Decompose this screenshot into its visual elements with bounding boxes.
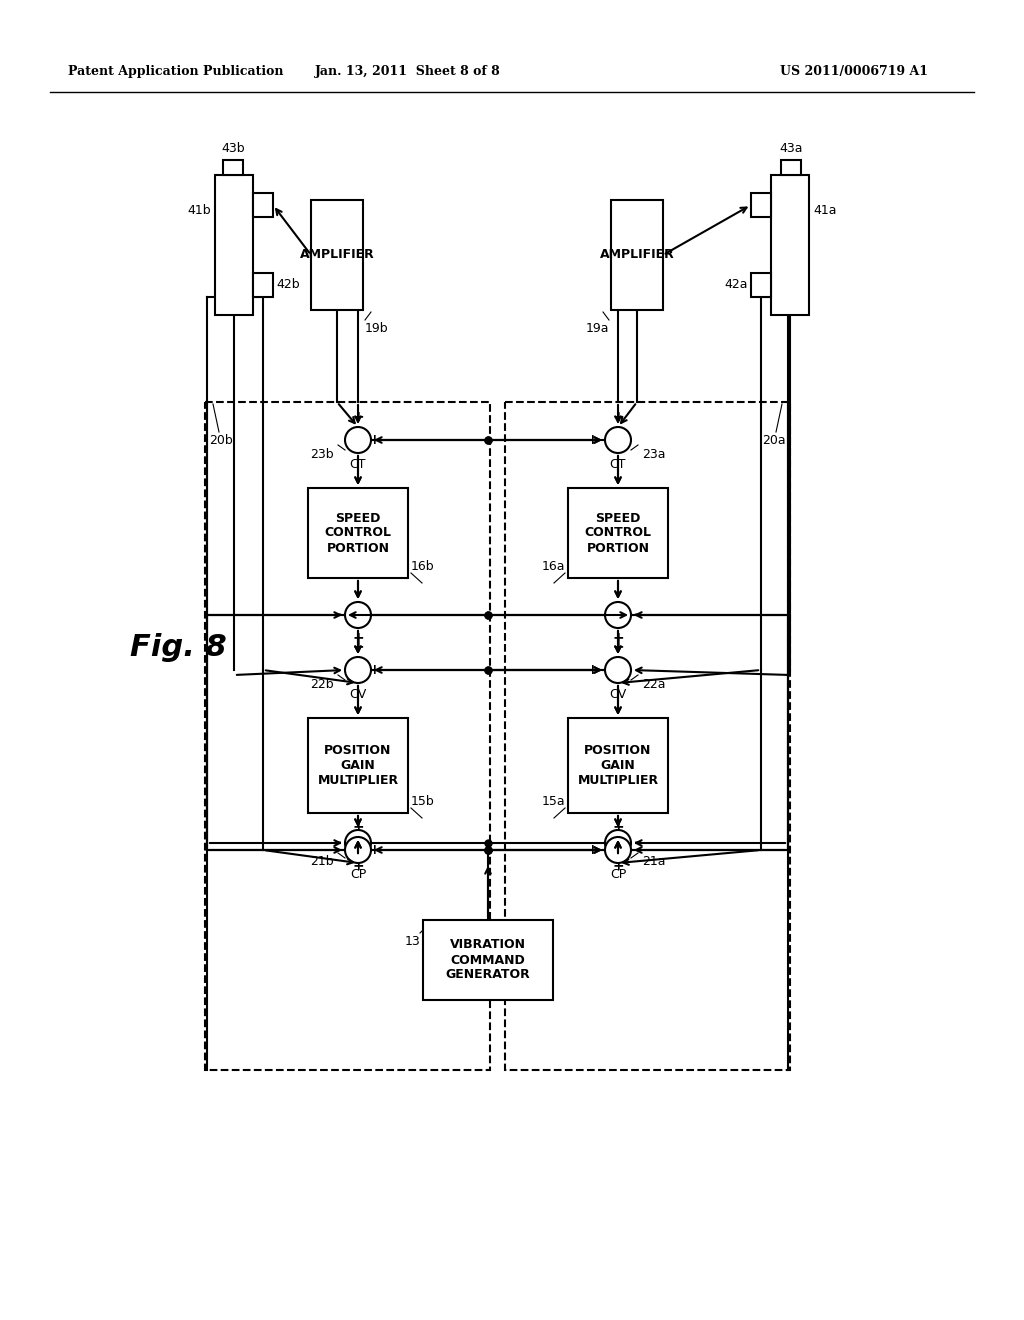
Circle shape: [345, 426, 371, 453]
FancyBboxPatch shape: [311, 201, 362, 310]
Text: POSITION
GAIN
MULTIPLIER: POSITION GAIN MULTIPLIER: [317, 744, 398, 787]
Text: +: +: [612, 859, 624, 873]
Text: CV: CV: [349, 688, 367, 701]
FancyBboxPatch shape: [751, 193, 771, 216]
Text: 16b: 16b: [411, 560, 434, 573]
Text: 41a: 41a: [813, 203, 837, 216]
Circle shape: [605, 426, 631, 453]
Text: +: +: [587, 433, 598, 447]
FancyBboxPatch shape: [781, 160, 801, 176]
Text: +: +: [369, 433, 380, 447]
Bar: [505, 403, 790, 1071]
Text: 16a: 16a: [542, 560, 565, 573]
Text: 42b: 42b: [276, 279, 300, 292]
FancyBboxPatch shape: [423, 920, 553, 1001]
Text: +: +: [352, 411, 364, 424]
Circle shape: [345, 837, 371, 863]
Text: Patent Application Publication: Patent Application Publication: [68, 66, 284, 78]
Circle shape: [605, 830, 631, 855]
Text: 23b: 23b: [310, 447, 334, 461]
Text: +: +: [352, 640, 364, 653]
Circle shape: [605, 657, 631, 682]
Text: CT: CT: [609, 458, 627, 471]
FancyBboxPatch shape: [308, 488, 408, 578]
Text: 23a: 23a: [642, 447, 666, 461]
Text: AMPLIFIER: AMPLIFIER: [600, 248, 675, 261]
Text: CT: CT: [350, 458, 367, 471]
FancyBboxPatch shape: [771, 176, 809, 315]
Text: Fig. 8: Fig. 8: [130, 634, 226, 663]
FancyBboxPatch shape: [253, 273, 273, 297]
Text: 42a: 42a: [725, 279, 748, 292]
Text: +: +: [612, 820, 624, 834]
Text: +: +: [612, 640, 624, 653]
FancyBboxPatch shape: [253, 193, 273, 216]
Circle shape: [605, 837, 631, 863]
Text: 21a: 21a: [642, 855, 666, 869]
Bar: [205, 403, 490, 1071]
Text: 41b: 41b: [187, 203, 211, 216]
FancyBboxPatch shape: [308, 718, 408, 813]
Circle shape: [345, 830, 371, 855]
Text: SPEED
CONTROL
PORTION: SPEED CONTROL PORTION: [325, 511, 391, 554]
Text: CP: CP: [610, 869, 626, 880]
Text: SPEED
CONTROL
PORTION: SPEED CONTROL PORTION: [585, 511, 651, 554]
Text: Jan. 13, 2011  Sheet 8 of 8: Jan. 13, 2011 Sheet 8 of 8: [315, 66, 501, 78]
Text: +: +: [369, 663, 380, 677]
Text: 13: 13: [404, 935, 420, 948]
FancyBboxPatch shape: [751, 273, 771, 297]
Text: +: +: [369, 843, 380, 857]
Text: POSITION
GAIN
MULTIPLIER: POSITION GAIN MULTIPLIER: [578, 744, 658, 787]
Text: CP: CP: [350, 869, 367, 880]
Text: +: +: [352, 859, 364, 873]
Text: 21b: 21b: [310, 855, 334, 869]
Text: 15a: 15a: [542, 795, 565, 808]
FancyBboxPatch shape: [568, 488, 668, 578]
Text: US 2011/0006719 A1: US 2011/0006719 A1: [780, 66, 928, 78]
Text: +: +: [587, 843, 598, 857]
Text: +: +: [587, 663, 598, 677]
Text: CV: CV: [609, 688, 627, 701]
Text: +: +: [612, 411, 624, 424]
FancyBboxPatch shape: [215, 176, 253, 315]
Text: -: -: [634, 606, 642, 624]
Text: VIBRATION
COMMAND
GENERATOR: VIBRATION COMMAND GENERATOR: [445, 939, 530, 982]
Text: -: -: [634, 833, 642, 853]
Text: 20a: 20a: [763, 434, 786, 447]
Text: 15b: 15b: [411, 795, 435, 808]
FancyBboxPatch shape: [611, 201, 663, 310]
Text: AMPLIFIER: AMPLIFIER: [300, 248, 375, 261]
Text: -: -: [334, 833, 342, 853]
Text: 19a: 19a: [586, 322, 609, 335]
Text: +: +: [612, 631, 624, 645]
Text: 19b: 19b: [365, 322, 389, 335]
FancyBboxPatch shape: [568, 718, 668, 813]
Text: 43a: 43a: [779, 143, 803, 154]
Text: -: -: [334, 606, 342, 624]
Text: 20b: 20b: [209, 434, 232, 447]
Circle shape: [345, 657, 371, 682]
FancyBboxPatch shape: [223, 160, 243, 176]
Text: 43b: 43b: [221, 143, 245, 154]
Text: 22b: 22b: [310, 678, 334, 690]
Text: +: +: [352, 631, 364, 645]
Text: 22a: 22a: [642, 678, 666, 690]
Circle shape: [345, 602, 371, 628]
Text: +: +: [352, 820, 364, 834]
Circle shape: [605, 602, 631, 628]
